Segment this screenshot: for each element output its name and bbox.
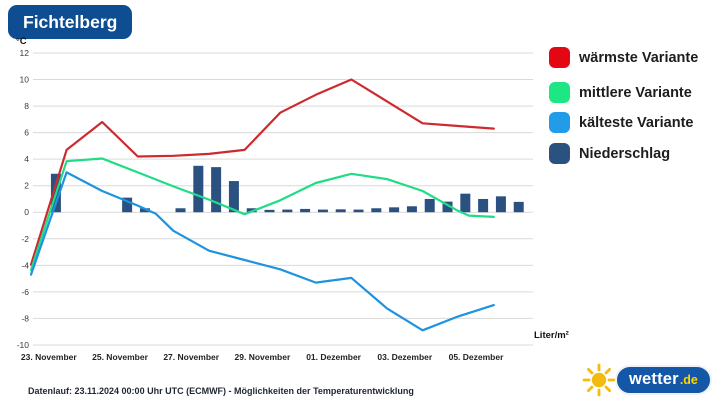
sun-icon	[582, 363, 616, 397]
precip-bar	[122, 197, 133, 213]
y-tick-label: 6	[24, 128, 29, 138]
legend-item-niederschlag: Niederschlag	[549, 143, 670, 164]
precip-bar	[371, 208, 382, 213]
legend-label: wärmste Variante	[579, 49, 699, 66]
wetter-de-logo[interactable]: wetter .de	[581, 361, 712, 399]
y-axis-unit-label: °C	[16, 36, 27, 47]
series-line-k-lteste-variante	[29, 171, 495, 332]
legend-swatch-icon	[549, 143, 570, 164]
precip-bar	[442, 201, 453, 213]
precip-bar	[335, 209, 346, 213]
precip-bar	[353, 209, 364, 213]
legend-item-mittlere-variante: mittlere Variante	[549, 82, 692, 103]
y-tick-label: 0	[24, 207, 29, 217]
legend-label: Niederschlag	[579, 145, 671, 162]
precip-bar	[175, 208, 186, 213]
precip-bar	[193, 165, 204, 213]
x-tick-label: 01. Dezember	[306, 352, 361, 362]
legend-item-k-lteste-variante: kälteste Variante	[549, 112, 693, 133]
x-tick-label: 05. Dezember	[449, 352, 504, 362]
legend-swatch-icon	[549, 82, 570, 103]
series-line-w-rmste-variante	[29, 78, 495, 266]
precip-unit-label: Liter/m²	[534, 330, 569, 341]
y-tick-label: -6	[21, 287, 29, 297]
legend-label: mittlere Variante	[579, 84, 692, 101]
legend-label: kälteste Variante	[579, 114, 694, 131]
legend-item-w-rmste-variante: wärmste Variante	[549, 47, 698, 68]
precip-bar	[317, 209, 328, 213]
x-tick-label: 29. November	[235, 352, 291, 362]
data-run-caption: Datenlauf: 23.11.2024 00:00 Uhr UTC (ECM…	[28, 386, 414, 396]
y-tick-label: 2	[24, 181, 29, 191]
precip-bar	[282, 209, 293, 213]
page-title: Fichtelberg	[8, 5, 133, 39]
logo-pill: wetter .de	[615, 365, 712, 395]
y-tick-label: -10	[17, 340, 30, 350]
y-tick-label: -8	[21, 313, 29, 323]
precip-bar	[513, 201, 524, 213]
legend-swatch-icon	[549, 47, 570, 68]
y-tick-label: -2	[21, 234, 29, 244]
precip-bar	[495, 196, 506, 213]
y-tick-label: 4	[24, 154, 29, 164]
precip-bar	[139, 208, 150, 213]
chart-legend: wärmste Variante mittlere Variante kältest…	[549, 0, 717, 200]
precip-bar	[460, 193, 471, 213]
logo-suffix: .de	[679, 373, 698, 387]
precip-bar	[228, 181, 239, 213]
precip-bar	[389, 207, 400, 213]
precip-bar	[406, 206, 417, 213]
precip-bar	[478, 198, 489, 213]
y-tick-label: 12	[20, 48, 30, 58]
y-tick-label: 10	[20, 75, 30, 85]
precip-bar	[211, 167, 222, 213]
y-tick-label: 8	[24, 101, 29, 111]
logo-text: wetter	[629, 370, 679, 388]
precip-bar	[264, 209, 275, 213]
x-tick-label: 27. November	[163, 352, 219, 362]
x-tick-label: 03. Dezember	[377, 352, 432, 362]
x-tick-label: 25. November	[92, 352, 148, 362]
precip-bar	[424, 198, 435, 213]
y-tick-label: -4	[21, 260, 29, 270]
series-line-mittlere-variante	[29, 157, 495, 272]
x-tick-label: 23. November	[21, 352, 77, 362]
legend-swatch-icon	[549, 112, 570, 133]
precip-bar	[300, 208, 311, 213]
